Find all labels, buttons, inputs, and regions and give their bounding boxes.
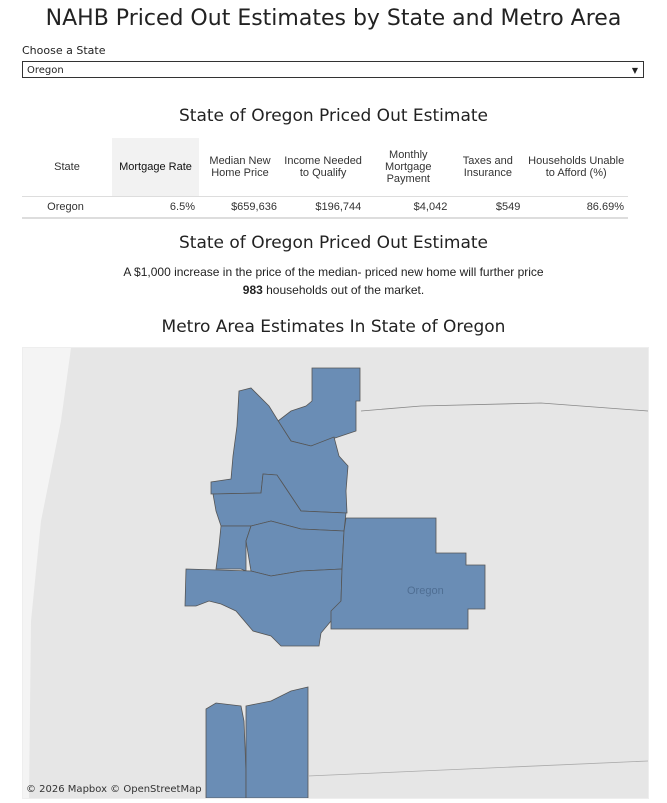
cell-price: $659,636 [199, 196, 281, 219]
header-median-price[interactable]: Median New Home Price [209, 155, 271, 179]
map-attribution[interactable]: © 2026 Mapbox © OpenStreetMap [26, 784, 202, 795]
metro-region[interactable] [330, 517, 486, 630]
header-income[interactable]: Income Needed to Qualify [284, 155, 362, 179]
map-state-label: Oregon [407, 585, 444, 597]
page-title: NAHB Priced Out Estimates by State and M… [45, 6, 622, 31]
metro-region[interactable] [277, 367, 361, 447]
cell-income: $196,744 [280, 196, 366, 219]
metro-region[interactable] [205, 702, 247, 799]
state-dropdown[interactable]: Oregon ▼ [22, 61, 644, 78]
state-dropdown-value: Oregon [27, 65, 64, 76]
cell-households: 86.69% [524, 196, 628, 219]
river-border [360, 402, 649, 412]
impact-line1: A $1,000 increase in the price of the me… [123, 265, 544, 279]
metro-region[interactable] [215, 525, 252, 572]
metro-region[interactable] [245, 686, 309, 799]
chevron-down-icon: ▼ [631, 66, 638, 75]
ocean-area [23, 348, 71, 798]
header-monthly-payment[interactable]: Monthly Mortgage Payment [385, 149, 432, 185]
header-households[interactable]: Households Unable to Afford (%) [528, 155, 625, 179]
impact-line2: 983 households out of the market. [0, 283, 667, 297]
cell-state: Oregon [22, 196, 112, 219]
impact-count: 983 [242, 283, 263, 297]
impact-title: State of Oregon Priced Out Estimate [179, 233, 488, 253]
state-filter-label: Choose a State [22, 44, 106, 57]
header-taxes[interactable]: Taxes and Insurance [462, 155, 513, 179]
map-svg: Oregon [23, 348, 649, 799]
metro-map[interactable]: Oregon © 2026 Mapbox © OpenStreetMap [22, 347, 649, 799]
table-row: Oregon 6.5% $659,636 $196,744 $4,042 $54… [22, 196, 628, 219]
metro-region[interactable] [184, 568, 343, 647]
state-border [307, 760, 649, 777]
table-title: State of Oregon Priced Out Estimate [179, 106, 488, 126]
cell-rate: 6.5% [112, 196, 199, 219]
cell-payment: $4,042 [365, 196, 452, 219]
cell-taxes: $549 [451, 196, 525, 219]
map-title: Metro Area Estimates In State of Oregon [161, 317, 506, 337]
estimate-table: State Mortgage Rate Median New Home Pric… [22, 138, 628, 219]
header-state[interactable]: State [54, 161, 80, 173]
impact-line2-text: households out of the market. [262, 283, 425, 297]
header-mortgage-rate[interactable]: Mortgage Rate [112, 138, 199, 197]
